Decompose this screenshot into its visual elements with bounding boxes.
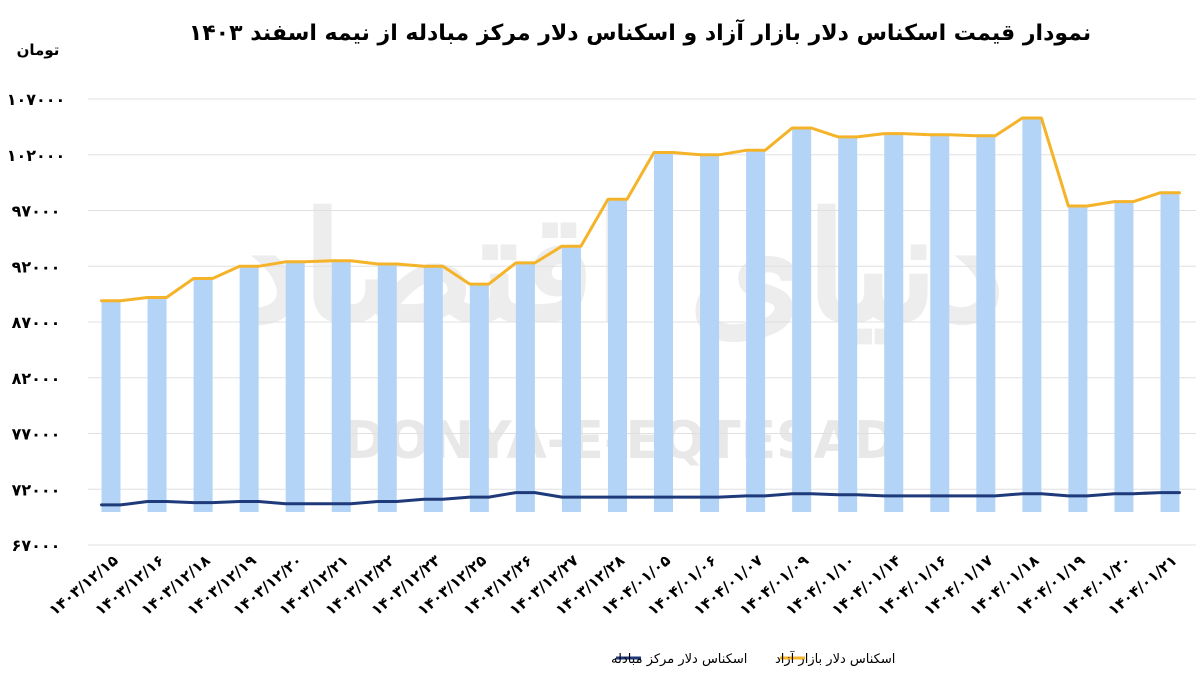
y-tick-label: ۷۲۰۰۰	[12, 480, 61, 499]
bar	[884, 133, 904, 512]
legend-label-free-market: اسکناس دلار بازار آزاد	[775, 650, 895, 667]
series-lines	[100, 116, 1181, 507]
y-tick-label: ۸۲۰۰۰	[12, 369, 61, 388]
bar	[700, 154, 720, 512]
y-tick-label: ۸۷۰۰۰	[12, 313, 61, 332]
y-tick-label: ۱۰۲۰۰۰	[7, 146, 66, 165]
y-tick-label: ۹۷۰۰۰	[12, 202, 61, 221]
bar	[101, 300, 121, 512]
bar	[377, 264, 397, 512]
bars-free-market	[101, 117, 1180, 513]
bar	[331, 260, 351, 512]
x-axis-ticks: ۱۴۰۳/۱۲/۱۵۱۴۰۳/۱۲/۱۶۱۴۰۳/۱۲/۱۸۱۴۰۳/۱۲/۱۹…	[45, 551, 1180, 619]
bar	[976, 135, 996, 513]
bar	[654, 152, 674, 512]
y-tick-label: ۷۷۰۰۰	[12, 425, 61, 444]
legend-label-exchange-center: اسکناس دلار مرکز مبادله	[611, 652, 747, 667]
bar	[193, 278, 213, 512]
bar	[1068, 206, 1088, 513]
bar	[423, 266, 443, 512]
bar	[607, 199, 627, 512]
bar	[561, 246, 581, 512]
y-axis-ticks: ۶۷۰۰۰ ۷۲۰۰۰ ۷۷۰۰۰ ۸۲۰۰۰ ۸۷۰۰۰ ۹۲۰۰۰ ۹۷۰۰۰ ۱۰۲۰۰…	[7, 90, 66, 555]
bar	[792, 127, 812, 513]
bar	[515, 262, 535, 512]
legend: اسکناس دلار بازار آزاد اسکناس دلار مرکز م…	[611, 650, 895, 667]
bar	[469, 284, 489, 512]
chart-title: نمودار قیمت اسکناس دلار بازار آزاد و اسک…	[189, 18, 1091, 46]
bar	[239, 266, 259, 512]
gridlines	[88, 98, 1196, 546]
bar	[838, 136, 858, 512]
y-axis-unit-label: تومان	[17, 41, 60, 59]
bar	[1114, 201, 1134, 512]
bar	[930, 134, 950, 512]
y-tick-label: ۹۲۰۰۰	[12, 257, 61, 276]
bar	[1022, 117, 1042, 512]
line-free-market	[100, 116, 1181, 303]
bar	[285, 261, 305, 512]
line-exchange-center	[100, 491, 1181, 507]
bar	[746, 150, 766, 513]
y-tick-label: ۱۰۷۰۰۰	[7, 90, 66, 109]
bar	[1160, 192, 1180, 512]
y-tick-label: ۶۷۰۰۰	[12, 536, 61, 555]
bar	[147, 297, 167, 512]
